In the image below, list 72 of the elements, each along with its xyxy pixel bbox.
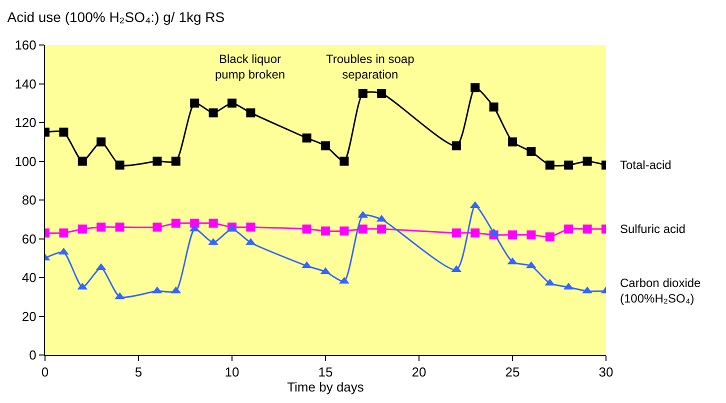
point	[508, 137, 517, 146]
x-tick-label: 25	[505, 364, 520, 380]
x-axis-title: Time by days	[287, 380, 364, 395]
point	[78, 156, 87, 166]
point	[59, 128, 68, 137]
point	[302, 224, 312, 234]
point	[489, 102, 498, 112]
point	[190, 98, 200, 108]
series-label: Carbon dioxide (100%H₂SO₄)	[620, 276, 702, 306]
point	[78, 224, 87, 234]
point	[582, 156, 592, 166]
point	[302, 261, 312, 268]
point	[302, 134, 312, 142]
x-tick-label: 5	[134, 364, 142, 380]
y-tick-label: 0	[29, 348, 36, 363]
point	[340, 226, 349, 236]
x-tick-label: 10	[224, 364, 240, 380]
point	[545, 232, 554, 242]
point	[115, 222, 124, 232]
point	[171, 156, 180, 166]
point	[246, 108, 256, 118]
y-tick-label: 140	[14, 76, 36, 92]
point	[488, 228, 499, 236]
point	[545, 160, 554, 170]
point	[96, 222, 106, 232]
point	[208, 108, 218, 118]
y-tick-label: 120	[14, 115, 36, 130]
point	[526, 147, 536, 156]
point	[508, 230, 517, 240]
point	[321, 226, 330, 236]
chart-title: Acid use (100% H₂SO₄:) g/ 1kg RS	[7, 8, 225, 25]
series-label: Total-acid	[620, 158, 672, 172]
point	[452, 141, 461, 150]
y-tick-label: 160	[14, 38, 36, 53]
y-tick-label: 100	[14, 154, 36, 169]
point	[339, 276, 350, 284]
annotation: Black liquor pump broken	[215, 52, 286, 82]
point	[340, 156, 349, 166]
point	[564, 160, 574, 170]
y-tick-label: 40	[22, 270, 36, 286]
point	[358, 224, 368, 234]
point	[152, 156, 162, 166]
y-tick-label: 60	[22, 231, 36, 246]
point	[96, 137, 106, 146]
point	[321, 141, 330, 150]
point	[114, 292, 125, 300]
point	[377, 88, 386, 98]
point	[377, 224, 386, 234]
point	[228, 98, 236, 108]
annotation: Troubles in soap separation	[326, 52, 415, 82]
point	[470, 228, 480, 238]
point	[171, 218, 180, 228]
point	[564, 224, 574, 234]
point	[452, 228, 461, 238]
point	[582, 224, 592, 234]
point	[526, 230, 536, 240]
point	[470, 83, 480, 92]
point	[152, 222, 162, 232]
x-tick-label: 30	[598, 364, 614, 380]
x-tick-label: 0	[41, 364, 49, 380]
series-label: Sulfuric acid	[620, 222, 686, 236]
point	[208, 218, 218, 228]
point	[115, 160, 124, 170]
y-tick-label: 20	[22, 308, 36, 324]
y-tick-label: 80	[22, 192, 36, 208]
x-tick-label: 20	[412, 364, 426, 380]
point	[246, 222, 256, 232]
point	[59, 228, 68, 238]
point	[358, 88, 368, 98]
x-tick-label: 15	[318, 364, 333, 380]
point	[58, 248, 69, 255]
point	[526, 261, 536, 268]
